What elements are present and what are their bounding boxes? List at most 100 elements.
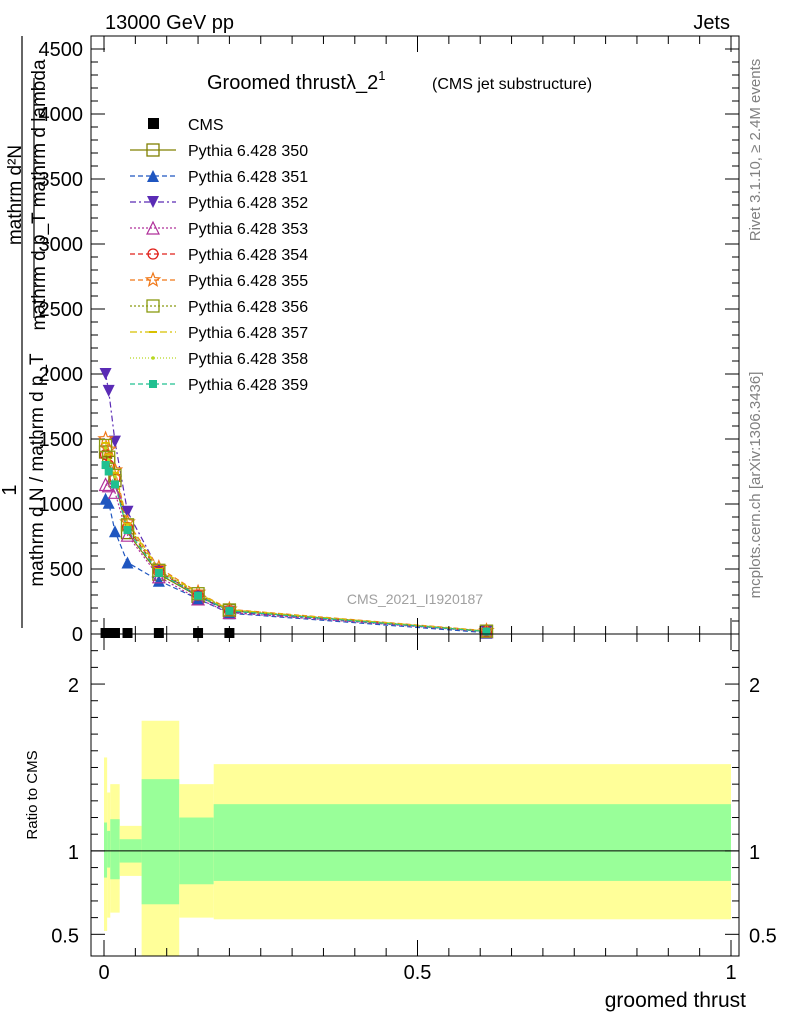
series-marker — [104, 467, 113, 476]
cms-data-points — [100, 628, 235, 638]
cms-data-point — [109, 628, 120, 638]
series-marker — [225, 606, 234, 615]
legend-label: Pythia 6.428 357 — [188, 325, 308, 342]
ylabel-prefactor: 1 — [0, 484, 21, 495]
y-tick-label: 3000 — [39, 234, 84, 256]
series-marker — [121, 505, 134, 518]
legend-entry: Pythia 6.428 358 — [130, 351, 308, 368]
legend-label: Pythia 6.428 359 — [188, 377, 308, 394]
series-marker — [154, 568, 163, 577]
series-line — [105, 483, 487, 633]
legend-marker — [147, 170, 159, 182]
mcplots-info: mcplots.cern.ch [arXiv:1306.3436] — [747, 372, 764, 599]
main-y-axis: 0 500 1000 1500 2000 2500 3000 3500 4000 4500 — [39, 35, 739, 646]
legend-entry: CMS — [148, 117, 224, 134]
y-tick-label: 3500 — [39, 169, 84, 191]
legend-entry: Pythia 6.428 351 — [130, 169, 308, 186]
legend-label: Pythia 6.428 355 — [188, 273, 308, 290]
inner-band — [141, 779, 180, 905]
series-marker — [482, 627, 491, 636]
main-panel: 0 500 1000 1500 2000 2500 3000 3500 4000 4500 CMS… — [0, 35, 740, 646]
category-label: Jets — [693, 12, 730, 34]
series-marker — [123, 526, 132, 534]
main-series-markers — [97, 368, 495, 639]
ratio-y-tick-label: 0.5 — [51, 925, 79, 947]
series-marker — [101, 461, 110, 469]
inner-band — [110, 819, 120, 880]
y-tick-label: 1000 — [39, 494, 84, 516]
series-marker — [120, 527, 135, 542]
inner-band — [107, 830, 111, 868]
series-marker — [106, 458, 111, 462]
ratio-y-tick-label-right: 2 — [749, 675, 760, 697]
x-axis-label: groomed thrust — [605, 989, 746, 1012]
cms-data-point — [122, 628, 133, 638]
cms-data-point — [153, 628, 164, 638]
ylabel-numerator: mathrm d²N — [5, 145, 26, 245]
x-axis: 0 0.5 1 — [98, 36, 737, 984]
legend-entry: Pythia 6.428 357 — [130, 325, 308, 342]
y-tick-label: 500 — [50, 559, 83, 581]
inner-band — [104, 822, 108, 878]
ratio-y-tick-label: 1 — [68, 842, 79, 864]
ratio-y-axis: 0.5 0.5 1 1 2 2 — [51, 650, 777, 947]
ratio-panel: 0.5 0.5 1 1 2 2 0 0.5 1 Ratio to CMS groomed th… — [24, 36, 777, 1012]
main-y-label: mathrm d²N mathrm d p_T mathrm d lambda … — [0, 36, 50, 628]
legend-label: Pythia 6.428 353 — [188, 221, 308, 238]
x-tick-label: 0 — [98, 962, 109, 984]
legend-marker — [151, 356, 155, 360]
cms-data-point — [103, 628, 114, 638]
series-marker — [480, 625, 493, 638]
series-marker — [121, 556, 134, 569]
y-tick-label: 4500 — [39, 39, 84, 61]
legend-marker — [146, 299, 160, 313]
rivet-info: Rivet 3.1.10, ≥ 2.4M events — [747, 59, 764, 242]
chart-title-sup: 1 — [378, 68, 385, 83]
ratio-y-tick-label-right: 1 — [749, 842, 760, 864]
series-marker — [113, 474, 117, 479]
ratio-uncertainty-bands — [104, 720, 732, 956]
series-marker — [108, 525, 121, 538]
legend-entry: Pythia 6.428 359 — [130, 377, 308, 394]
series-marker — [99, 368, 112, 380]
legend-marker — [147, 196, 159, 208]
series-marker — [108, 484, 122, 499]
series-marker — [102, 496, 115, 509]
chart-subtitle: (CMS jet substructure) — [432, 76, 592, 93]
series-marker — [103, 446, 108, 450]
ratio-y-tick-label: 2 — [68, 675, 79, 697]
legend-entry: Pythia 6.428 350 — [130, 143, 308, 160]
legend-label: Pythia 6.428 350 — [188, 143, 308, 160]
y-tick-label: 1500 — [39, 429, 84, 451]
series-marker — [194, 591, 203, 600]
series-marker — [110, 480, 119, 489]
y-tick-label: 4000 — [39, 104, 84, 126]
legend-label: Pythia 6.428 354 — [188, 247, 308, 264]
chart-title: Groomed thrustλ_21 — [207, 68, 385, 94]
series-marker — [191, 587, 205, 601]
ylabel-denominator: mathrm d N / mathrm d p_T — [27, 353, 48, 587]
y-tick-label: 2000 — [39, 364, 84, 386]
legend-label: Pythia 6.428 356 — [188, 299, 308, 316]
series-marker — [102, 384, 115, 397]
legend-label: CMS — [188, 117, 224, 134]
ratio-y-label: Ratio to CMS — [24, 750, 41, 839]
legend-marker — [148, 118, 159, 129]
legend-entry: Pythia 6.428 356 — [130, 299, 308, 316]
legend-entry: Pythia 6.428 355 — [130, 271, 308, 290]
ylabel-middle: mathrm d p_T mathrm d lambda — [29, 59, 50, 330]
legend-marker — [146, 143, 160, 157]
legend-marker — [147, 248, 159, 260]
series-marker — [108, 435, 121, 448]
series-marker — [222, 603, 237, 617]
legend-label: Pythia 6.428 358 — [188, 351, 308, 368]
legend-marker — [144, 271, 162, 288]
ratio-y-tick-label-right: 0.5 — [749, 925, 777, 947]
legend-entry: Pythia 6.428 353 — [130, 220, 308, 238]
watermark-label: CMS_2021_I1920187 — [347, 591, 483, 607]
x-tick-label: 1 — [725, 962, 736, 984]
y-tick-label: 0 — [72, 624, 83, 646]
legend-marker — [146, 220, 160, 235]
legend-marker — [149, 380, 157, 388]
